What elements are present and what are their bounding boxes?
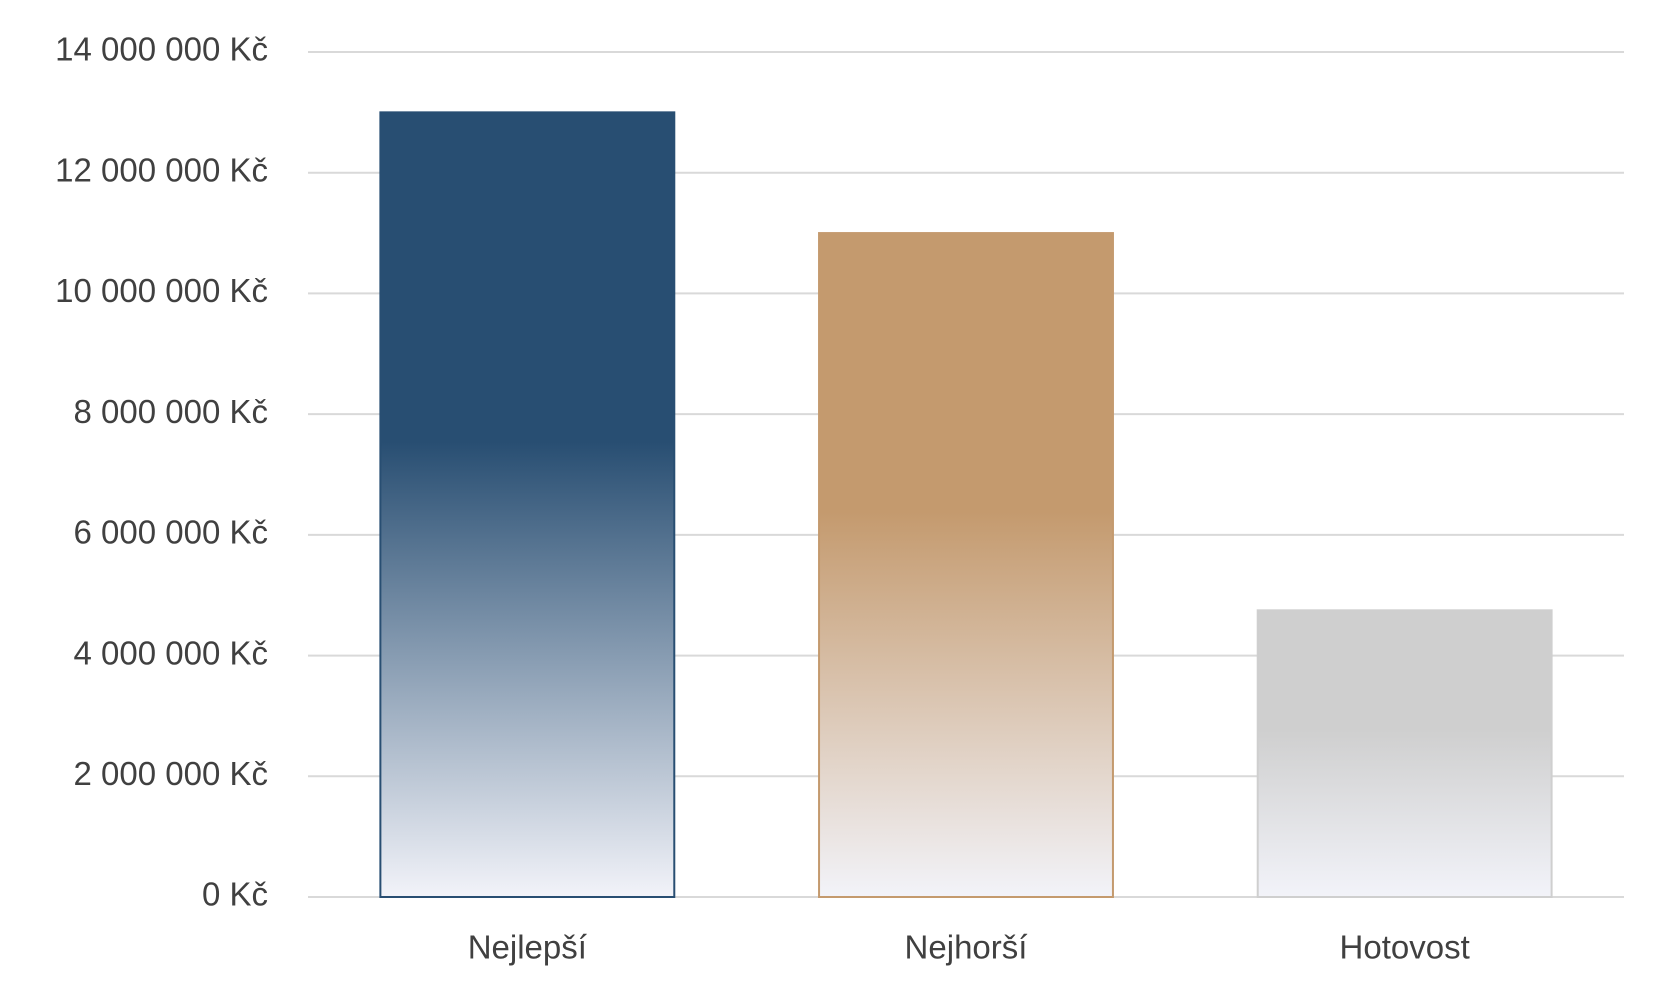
y-tick-label: 4 000 000 Kč xyxy=(74,634,269,671)
y-tick-label: 8 000 000 Kč xyxy=(74,393,269,430)
bar xyxy=(379,111,676,899)
x-tick-label: Hotovost xyxy=(1340,929,1470,966)
y-tick-label: 0 Kč xyxy=(202,876,268,913)
bar xyxy=(818,232,1114,899)
y-tick-label: 12 000 000 Kč xyxy=(55,151,268,188)
y-tick-label: 10 000 000 Kč xyxy=(55,272,268,309)
x-tick-label: Nejlepší xyxy=(468,929,587,966)
y-tick-label: 14 000 000 Kč xyxy=(55,31,268,68)
x-tick-label: Nejhorší xyxy=(905,929,1028,966)
bar xyxy=(1256,609,1553,899)
y-tick-label: 6 000 000 Kč xyxy=(74,514,269,551)
y-tick-label: 2 000 000 Kč xyxy=(74,755,269,792)
